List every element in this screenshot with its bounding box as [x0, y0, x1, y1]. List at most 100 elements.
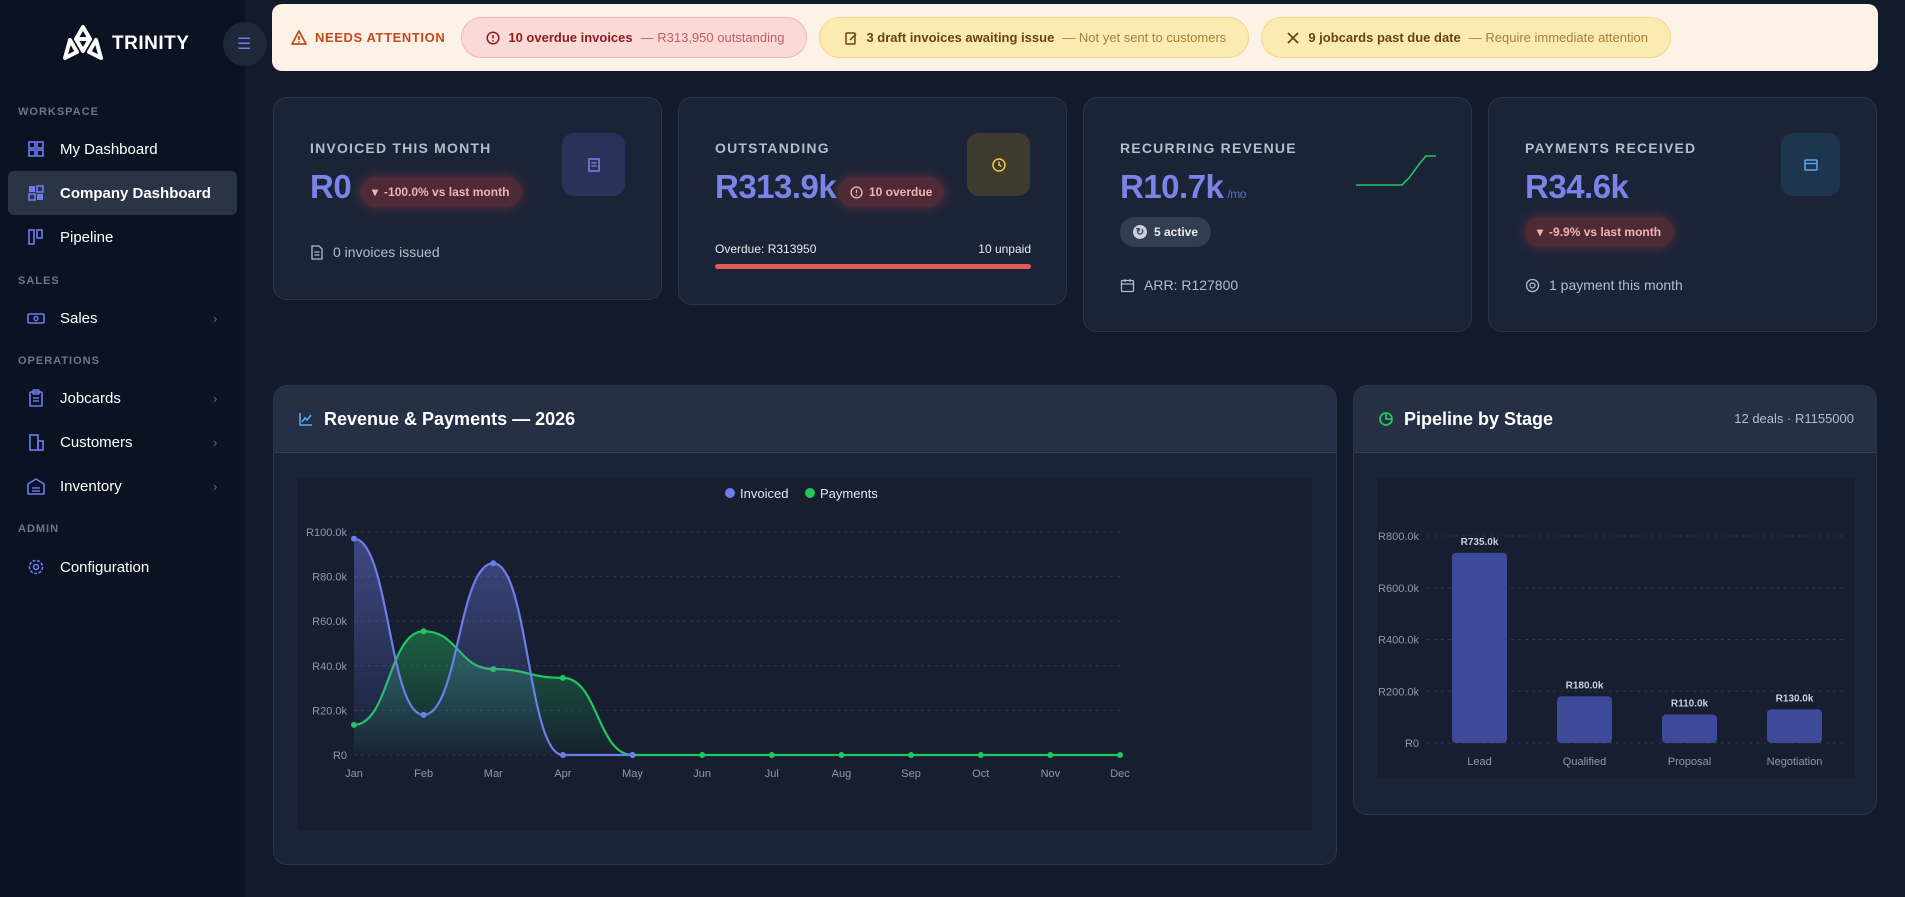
overdue-amount: Overdue: R313950 [715, 242, 817, 256]
brand-logo[interactable]: TRINITY [62, 24, 189, 64]
kpi-change-badge: ▾ -9.9% vs last month [1525, 217, 1674, 247]
pipeline-plot-area: R0 R200.0k R400.0k R600.0k R800.0k R735.0k Lea… [1377, 478, 1855, 778]
calendar-icon [1120, 278, 1135, 292]
kpi-card-recurring-revenue[interactable]: RECURRING REVENUE R10.7k/mo ↻ 5 active A… [1083, 97, 1472, 332]
invoiced-point [420, 711, 427, 718]
kpi-value: R34.6k [1525, 168, 1629, 205]
y-tick-label: R200.0k [1378, 686, 1419, 698]
y-tick-label: R80.0k [312, 572, 347, 584]
sidebar-item-customers[interactable]: Customers › [8, 420, 237, 464]
refresh-icon: ↻ [1133, 225, 1147, 239]
dashboard-icon [28, 141, 44, 157]
kpi-footer: 0 invoices issued [310, 244, 440, 260]
kpi-footer-text: ARR: R127800 [1144, 277, 1239, 293]
kpi-card-outstanding[interactable]: OUTSTANDING R313.9k 10 overdue Overdue: … [678, 97, 1067, 305]
kpi-overdue-badge: 10 overdue [838, 177, 945, 207]
nav-section-admin: ADMIN [18, 523, 60, 535]
panel-title: Revenue & Payments — 2026 [324, 408, 576, 429]
document-icon [311, 244, 323, 260]
pill-sub: — R313,950 outstanding [640, 30, 785, 45]
warning-icon [291, 30, 307, 45]
pipeline-bar [1452, 552, 1507, 743]
x-tick-label: Mar [484, 768, 503, 780]
payments-point [977, 752, 984, 758]
payments-point [420, 628, 427, 635]
jobcards-past-due-pill[interactable]: 9 jobcards past due date — Require immed… [1261, 17, 1671, 58]
kpi-change-text: -100.0% vs last month [384, 185, 510, 199]
y-tick-label: R100.0k [306, 527, 347, 539]
recurring-sparkline [1356, 155, 1436, 186]
x-tick-label: Jan [345, 768, 363, 780]
sidebar-item-my-dashboard[interactable]: My Dashboard [8, 127, 237, 171]
pipeline-deals-summary: 12 deals · R1155000 [1734, 411, 1854, 426]
panel-header: Pipeline by Stage [1354, 386, 1876, 453]
panel-title: Pipeline by Stage [1404, 408, 1554, 429]
payments-point [768, 752, 775, 758]
gear-icon [28, 559, 44, 575]
kpi-footer: ARR: R127800 [1120, 277, 1238, 293]
caret-down-icon: ▾ [372, 185, 379, 199]
x-tick-label: Dec [1110, 768, 1130, 780]
bar-value-label: R130.0k [1776, 693, 1814, 704]
kpi-value: R0 [310, 168, 352, 205]
kpi-change-text: -9.9% vs last month [1549, 225, 1662, 239]
payments-area [354, 631, 1120, 755]
coin-icon [1525, 278, 1540, 292]
kanban-icon [28, 229, 43, 245]
sidebar-item-label: Customers [60, 433, 133, 451]
x-tick-label: Qualified [1563, 756, 1606, 768]
sidebar-item-inventory[interactable]: Inventory › [8, 464, 237, 508]
sidebar-item-jobcards[interactable]: Jobcards › [8, 376, 237, 420]
kpi-icon-tile [967, 133, 1030, 196]
invoiced-point [629, 752, 636, 758]
wallet-icon [1803, 158, 1818, 171]
invoiced-point [559, 752, 566, 758]
active-count-text: 5 active [1154, 225, 1199, 239]
active-subscriptions-badge: ↻ 5 active [1120, 217, 1212, 247]
revenue-plot-area: R0 R20.0k R40.0k R60.0k R80.0k R100.0k Jan Feb M… [297, 478, 1312, 831]
alert-circle-icon [850, 185, 863, 199]
clipboard-icon [29, 389, 43, 407]
dashboard-icon [28, 185, 44, 201]
nav-section-operations: OPERATIONS [18, 355, 100, 367]
legend-label: Payments [820, 486, 878, 501]
bar-value-label: R110.0k [1671, 699, 1709, 710]
payments-point [838, 752, 845, 758]
invoiced-point [490, 560, 497, 567]
overdue-invoices-pill[interactable]: 10 overdue invoices — R313,950 outstandi… [461, 17, 808, 58]
pipeline-by-stage-panel: Pipeline by Stage 12 deals · R1155000 R0… [1353, 385, 1877, 815]
chevron-right-icon: › [213, 478, 218, 494]
kpi-footer-text: 1 payment this month [1549, 277, 1683, 293]
attention-title-text: NEEDS ATTENTION [315, 30, 446, 45]
kpi-icon-tile [562, 133, 625, 196]
brand-name: TRINITY [112, 33, 190, 54]
sidebar-item-company-dashboard[interactable]: Company Dashboard [8, 171, 237, 215]
kpi-label: RECURRING REVENUE [1120, 140, 1297, 156]
sidebar-toggle-button[interactable]: ☰ [223, 22, 267, 66]
kpi-value-suffix: /mo [1227, 187, 1246, 201]
y-tick-label: R0 [1405, 738, 1419, 750]
kpi-overdue-text: 10 overdue [869, 185, 933, 199]
pie-chart-icon [1379, 412, 1393, 426]
unpaid-count: 10 unpaid [978, 242, 1031, 256]
kpi-card-payments-received[interactable]: PAYMENTS RECEIVED R34.6k ▾ -9.9% vs last… [1488, 97, 1877, 332]
kpi-icon-tile [1781, 133, 1840, 196]
pill-main: 3 draft invoices awaiting issue [866, 30, 1055, 45]
draft-invoices-pill[interactable]: 3 draft invoices awaiting issue — Not ye… [819, 17, 1250, 58]
sidebar-item-sales[interactable]: Sales › [8, 296, 237, 340]
x-tick-label: Aug [832, 768, 852, 780]
sidebar-item-pipeline[interactable]: Pipeline [8, 215, 237, 259]
y-tick-label: R60.0k [312, 616, 347, 628]
kpi-card-invoiced[interactable]: INVOICED THIS MONTH R0 ▾ -100.0% vs last… [273, 97, 662, 300]
sidebar-item-configuration[interactable]: Configuration [8, 545, 237, 589]
x-tick-label: Jul [765, 768, 779, 780]
revenue-payments-panel: Revenue & Payments — 2026 R0 R20.0k R40.0k… [273, 385, 1337, 865]
payments-point [699, 752, 706, 758]
chevron-right-icon: › [213, 390, 218, 406]
kpi-label: INVOICED THIS MONTH [310, 140, 492, 156]
sidebar-item-label: Jobcards [60, 389, 121, 407]
caret-down-icon: ▾ [1537, 225, 1544, 239]
legend-marker [725, 488, 735, 498]
sidebar: TRINITY ☰ WORKSPACE My Dashboard Company… [0, 0, 267, 897]
tools-icon [1287, 31, 1299, 44]
